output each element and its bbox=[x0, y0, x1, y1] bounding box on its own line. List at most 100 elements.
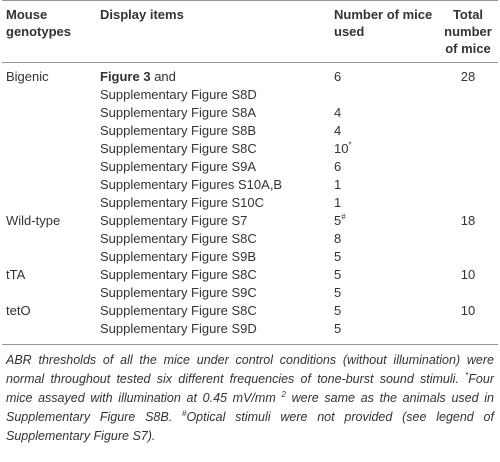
display-text: Supplementary Figure S9A bbox=[100, 159, 257, 174]
count-cell: 1 bbox=[314, 194, 438, 212]
footnote: ABR thresholds of all the mice under con… bbox=[6, 351, 494, 446]
header-cell: Display items bbox=[100, 7, 184, 22]
table-row: Supplementary Figure S8C 8 bbox=[2, 230, 498, 248]
display-text: Supplementary Figure S8D bbox=[100, 87, 257, 102]
count-cell: 6 bbox=[314, 158, 438, 176]
display-text: Supplementary Figure S8C bbox=[100, 267, 257, 282]
count: 10 bbox=[334, 141, 349, 156]
genotype-cell: Bigenic bbox=[6, 69, 49, 84]
table-row: Supplementary Figure S8B 4 bbox=[2, 122, 498, 140]
table: Mouse genotypes Display items Number of … bbox=[2, 0, 498, 345]
count-cell: 5 bbox=[314, 266, 438, 284]
empty-cell bbox=[2, 284, 96, 302]
display-cell: Supplementary Figure S10C bbox=[96, 194, 314, 212]
empty-cell bbox=[2, 230, 96, 248]
empty-cell bbox=[438, 320, 498, 345]
empty-cell bbox=[438, 140, 498, 158]
display-bold: Figure 3 bbox=[100, 69, 151, 84]
table-row: Supplementary Figures S10A,B 1 bbox=[2, 176, 498, 194]
display-cell: Supplementary Figure S8B bbox=[96, 122, 314, 140]
header-row: Mouse genotypes Display items Number of … bbox=[2, 0, 498, 63]
empty-cell bbox=[438, 104, 498, 122]
empty-cell bbox=[2, 104, 96, 122]
empty-cell bbox=[2, 122, 96, 140]
count: 1 bbox=[334, 195, 342, 210]
empty-cell bbox=[2, 176, 96, 194]
display-cell: Supplementary Figure S9D bbox=[96, 320, 314, 345]
display-cell: Supplementary Figure S9C bbox=[96, 284, 314, 302]
count-cell: 1 bbox=[314, 176, 438, 194]
display-text: Supplementary Figures S10A,B bbox=[100, 177, 283, 192]
count: 4 bbox=[334, 123, 342, 138]
display-text: Supplementary Figure S9B bbox=[100, 249, 257, 264]
count: 5 bbox=[334, 213, 342, 228]
display-text: Supplementary Figure S8B bbox=[100, 123, 257, 138]
empty-cell bbox=[438, 158, 498, 176]
table-row: Supplementary Figure S9D 5 bbox=[2, 320, 498, 345]
count-cell: 5 bbox=[314, 302, 438, 320]
empty-cell bbox=[438, 230, 498, 248]
total-cell: 28 bbox=[460, 69, 476, 84]
count-mark: * bbox=[348, 140, 352, 150]
empty-cell bbox=[2, 248, 96, 266]
footnote-text: Four mice assayed with illumination at 0… bbox=[6, 372, 494, 405]
table-row: Supplementary Figure S9C 5 bbox=[2, 284, 498, 302]
genotype-cell: tTA bbox=[6, 267, 26, 282]
empty-cell bbox=[2, 140, 96, 158]
empty-cell bbox=[438, 122, 498, 140]
display-text: Supplementary Figure S9D bbox=[100, 321, 257, 336]
count: 8 bbox=[334, 231, 342, 246]
count-cell: 6 bbox=[314, 63, 438, 105]
count: 1 bbox=[334, 177, 342, 192]
empty-cell bbox=[438, 194, 498, 212]
footnote-text: Optical stimuli were not provided (see l… bbox=[6, 410, 494, 443]
display-cell: Supplementary Figure S9A bbox=[96, 158, 314, 176]
display-cell: Supplementary Figure S7 bbox=[96, 212, 314, 230]
count: 5 bbox=[334, 321, 342, 336]
header-cell: Total number of mice bbox=[444, 7, 492, 56]
display-text: Supplementary Figure S10C bbox=[100, 195, 265, 210]
table-row: Wild-type Supplementary Figure S7 5# 18 bbox=[2, 212, 498, 230]
table-row: Supplementary Figure S9A 6 bbox=[2, 158, 498, 176]
total-cell: 10 bbox=[460, 303, 476, 318]
count-cell: 5# bbox=[314, 212, 438, 230]
count: 5 bbox=[334, 285, 342, 300]
count: 6 bbox=[334, 69, 342, 84]
count-cell: 4 bbox=[314, 104, 438, 122]
count-mark: # bbox=[341, 212, 346, 222]
display-text: Supplementary Figure S8C bbox=[100, 141, 257, 156]
genotype-cell: tetO bbox=[6, 303, 31, 318]
display-text: Supplementary Figure S9C bbox=[100, 285, 257, 300]
header-cell: Number of mice used bbox=[334, 7, 433, 39]
table-row: Bigenic Figure 3 and Supplementary Figure … bbox=[2, 63, 498, 105]
footnote-mark: * bbox=[465, 370, 469, 380]
table-body: Bigenic Figure 3 and Supplementary Figure … bbox=[2, 63, 498, 345]
header-cell: Mouse genotypes bbox=[6, 7, 72, 39]
count-cell: 5 bbox=[314, 284, 438, 302]
count: 5 bbox=[334, 303, 342, 318]
display-cell: Supplementary Figure S8C bbox=[96, 266, 314, 284]
empty-cell bbox=[2, 194, 96, 212]
footnote-text: ABR thresholds of all the mice under con… bbox=[6, 353, 494, 386]
display-cell: Supplementary Figure S8C bbox=[96, 230, 314, 248]
display-cell: Supplementary Figure S8C bbox=[96, 302, 314, 320]
genotype-cell: Wild-type bbox=[6, 213, 61, 228]
count: 4 bbox=[334, 105, 342, 120]
table-row: Supplementary Figure S9B 5 bbox=[2, 248, 498, 266]
display-text: Supplementary Figure S8C bbox=[100, 231, 257, 246]
table-row: tetO Supplementary Figure S8C 5 10 bbox=[2, 302, 498, 320]
display-text: and bbox=[154, 69, 176, 84]
empty-cell bbox=[2, 158, 96, 176]
display-cell: Supplementary Figure S8C bbox=[96, 140, 314, 158]
table-row: Supplementary Figure S8C 10* bbox=[2, 140, 498, 158]
table-row: Supplementary Figure S10C 1 bbox=[2, 194, 498, 212]
total-cell: 10 bbox=[460, 267, 476, 282]
count-cell: 8 bbox=[314, 230, 438, 248]
empty-cell bbox=[2, 320, 96, 345]
empty-cell bbox=[438, 248, 498, 266]
count-cell: 5 bbox=[314, 248, 438, 266]
superscript: 2 bbox=[281, 389, 286, 399]
empty-cell bbox=[438, 284, 498, 302]
count-cell: 4 bbox=[314, 122, 438, 140]
